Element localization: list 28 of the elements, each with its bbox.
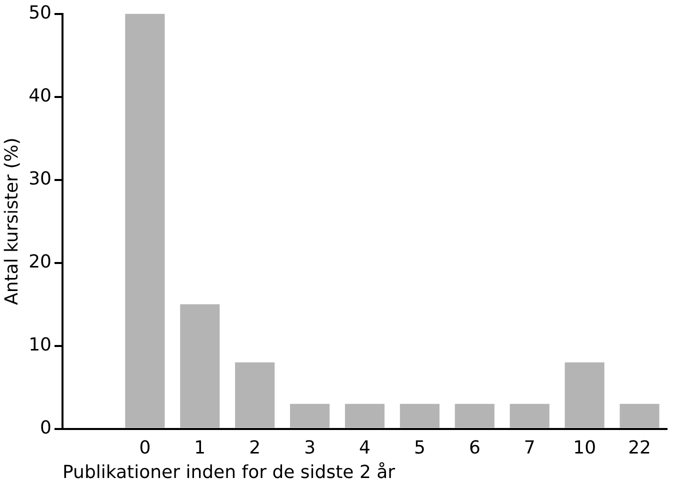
y-tick-label: 0 bbox=[40, 417, 52, 438]
bar bbox=[125, 14, 165, 428]
bar bbox=[620, 404, 660, 428]
x-tick-label: 10 bbox=[573, 437, 596, 458]
x-tick-label: 1 bbox=[194, 437, 206, 458]
x-tick-label: 7 bbox=[524, 437, 536, 458]
x-tick-label: 3 bbox=[304, 437, 316, 458]
x-tick-label: 0 bbox=[139, 437, 151, 458]
x-tick-label: 2 bbox=[249, 437, 261, 458]
y-tick-label: 50 bbox=[28, 2, 52, 24]
y-tick-label: 40 bbox=[28, 85, 52, 106]
x-axis-title: Publikationer inden for de sidste 2 år bbox=[62, 462, 396, 483]
bar bbox=[290, 404, 330, 428]
x-tick-label: 6 bbox=[468, 437, 480, 458]
x-tick-label: 5 bbox=[414, 437, 426, 458]
bar bbox=[180, 304, 220, 428]
bar bbox=[400, 404, 440, 428]
y-tick-label: 30 bbox=[28, 168, 52, 190]
bar bbox=[344, 404, 385, 428]
bar bbox=[564, 362, 604, 428]
bar bbox=[510, 404, 550, 428]
x-tick-label: 22 bbox=[628, 437, 651, 458]
bar bbox=[235, 362, 275, 428]
y-axis-title: Antal kursister (%) bbox=[1, 138, 22, 305]
y-tick-label: 20 bbox=[28, 251, 52, 272]
bar bbox=[454, 404, 494, 428]
x-tick-label: 4 bbox=[359, 437, 370, 458]
y-tick-label: 10 bbox=[28, 334, 52, 356]
